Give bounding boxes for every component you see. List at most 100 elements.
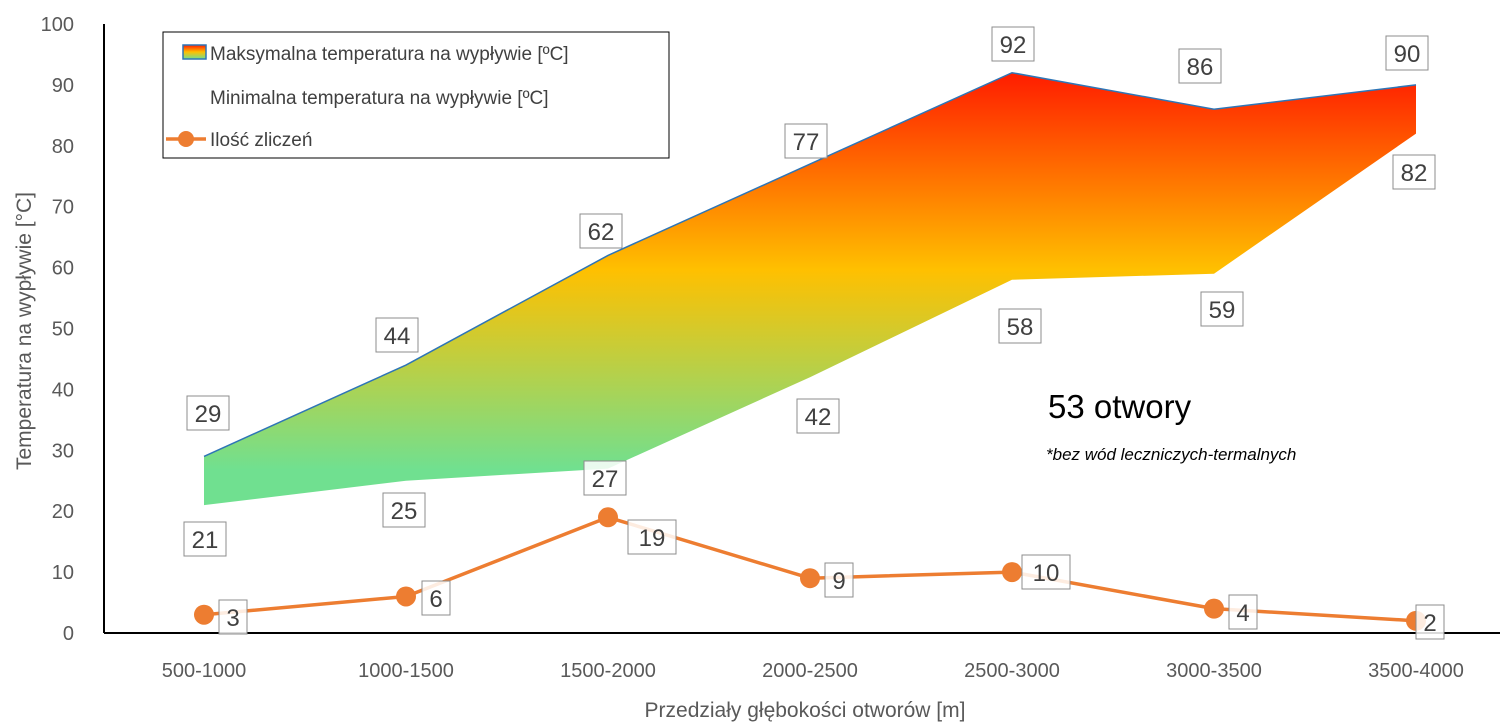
min-label-1: 25 [382, 492, 426, 528]
count-label-5-box [1228, 594, 1258, 630]
y-tick-label: 30 [52, 440, 74, 462]
max-label-0-text: 29 [195, 401, 222, 428]
x-tick-label: 1000-1500 [358, 660, 454, 682]
max-label-3-box [784, 123, 828, 159]
min-label-0: 21 [183, 521, 227, 557]
count-label-1-text: 6 [429, 586, 442, 613]
min-label-2-text: 27 [592, 466, 619, 493]
x-tick-label: 2500-3000 [964, 660, 1060, 682]
annotation-note: *bez wód leczniczych-termalnych [1046, 445, 1296, 464]
y-tick-label: 70 [52, 197, 74, 219]
x-axis-title: Przedziały głębokości otworów [m] [645, 699, 966, 722]
y-tick-label: 50 [52, 319, 74, 341]
max-label-4-text: 92 [1000, 32, 1027, 59]
x-tick-label: 3500-4000 [1368, 660, 1464, 682]
legend-label-min: Minimalna temperatura na wypływie [ºC] [210, 88, 549, 109]
max-label-0-box [186, 395, 230, 431]
max-label-5: 86 [1178, 48, 1222, 84]
temperature-band [203, 71, 1417, 506]
max-label-6-text: 90 [1394, 41, 1421, 68]
max-temperature-line [203, 71, 1417, 458]
count-label-0-text: 3 [226, 605, 239, 632]
min-label-6-text: 82 [1401, 160, 1428, 187]
min-label-1-box [382, 492, 426, 528]
count-label-2-text: 19 [639, 525, 666, 552]
max-label-5-text: 86 [1187, 54, 1214, 81]
x-tick-label: 500-1000 [162, 660, 247, 682]
y-tick-label: 90 [52, 75, 74, 97]
y-tick-label: 60 [52, 258, 74, 280]
count-label-3: 9 [824, 562, 854, 598]
min-label-5-text: 59 [1209, 297, 1236, 324]
min-label-5: 59 [1200, 291, 1244, 327]
count-label-2: 19 [627, 519, 677, 555]
y-tick-label: 10 [52, 562, 74, 584]
count-label-0: 3 [218, 599, 248, 635]
count-point-5 [1204, 598, 1224, 619]
max-label-6-box [1385, 35, 1429, 71]
count-label-5-text: 4 [1236, 600, 1249, 627]
min-label-3-text: 42 [805, 404, 832, 431]
max-label-3-text: 77 [793, 129, 820, 156]
min-label-6-box [1392, 154, 1436, 190]
count-label-3-text: 9 [832, 568, 845, 595]
legend: Maksymalna temperatura na wypływie [ºC] … [162, 31, 670, 159]
max-label-1-box [375, 317, 419, 353]
min-label-6: 82 [1392, 154, 1436, 190]
min-label-2-box [583, 460, 627, 496]
axes: 0 10 20 30 40 50 60 70 80 90 100 500-1000 1000-1500 1… [41, 14, 1500, 682]
min-label-5-box [1200, 291, 1244, 327]
min-label-0-box [183, 521, 227, 557]
min-label-4: 58 [998, 308, 1042, 344]
count-label-2-box [627, 519, 677, 555]
max-label-3: 77 [784, 123, 828, 159]
count-point-1 [396, 586, 416, 607]
count-label-1-box [421, 580, 451, 616]
max-label-2-text: 62 [588, 219, 615, 246]
y-tick-label: 0 [63, 623, 74, 645]
min-label-4-text: 58 [1007, 314, 1034, 341]
count-label-6-text: 2 [1423, 610, 1436, 637]
count-point-2 [598, 507, 618, 528]
count-point-3 [800, 568, 820, 589]
legend-label-count: Ilość zliczeń [210, 130, 312, 151]
max-label-6: 90 [1385, 35, 1429, 71]
count-label-5: 4 [1228, 594, 1258, 630]
y-tick-label: 100 [41, 14, 74, 36]
max-label-0: 29 [186, 395, 230, 431]
x-tick-label: 1500-2000 [560, 660, 656, 682]
max-label-2-box [579, 213, 623, 249]
temperature-band-area [204, 72, 1416, 506]
y-tick-label: 40 [52, 379, 74, 401]
count-label-3-box [824, 562, 854, 598]
min-label-2: 27 [583, 460, 627, 496]
legend-marker-count [178, 131, 194, 147]
count-label-6-box [1415, 604, 1445, 640]
count-label-4: 10 [1021, 554, 1071, 590]
max-label-1-text: 44 [384, 323, 411, 350]
min-label-1-text: 25 [391, 498, 418, 525]
annotation-holes: 53 otwory [1048, 388, 1192, 425]
count-label-4-box [1021, 554, 1071, 590]
legend-swatch-max [182, 44, 207, 60]
max-label-4-box [991, 26, 1035, 62]
count-label-1: 6 [421, 580, 451, 616]
count-point-0 [194, 604, 214, 625]
min-label-3-box [796, 398, 840, 434]
x-tick-label: 2000-2500 [762, 660, 858, 682]
min-label-4-box [998, 308, 1042, 344]
max-label-4: 92 [991, 26, 1035, 62]
x-tick-label: 3000-3500 [1166, 660, 1262, 682]
max-label-5-box [1178, 48, 1222, 84]
count-label-0-box [218, 599, 248, 635]
min-label-0-text: 21 [192, 527, 219, 554]
count-point-4 [1002, 562, 1022, 583]
y-tick-label: 80 [52, 136, 74, 158]
count-label-6: 2 [1415, 604, 1445, 640]
y-axis-title: Temperatura na wypływie [°C] [13, 192, 36, 470]
max-label-2: 62 [579, 213, 623, 249]
max-label-1: 44 [375, 317, 419, 353]
min-label-3: 42 [796, 398, 840, 434]
